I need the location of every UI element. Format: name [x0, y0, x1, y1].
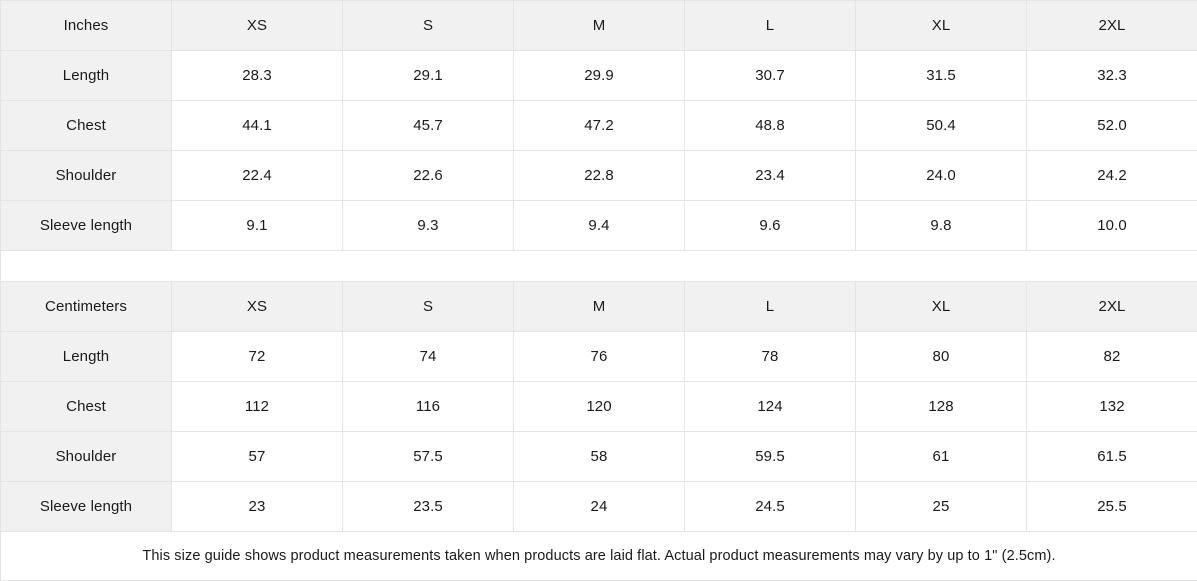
table-row: Sleeve length 9.1 9.3 9.4 9.6 9.8 10.0 — [1, 201, 1197, 251]
centimeters-header-row: Centimeters XS S M L XL 2XL — [1, 282, 1197, 332]
cell-sleeve-length-2xl-inches: 10.0 — [1027, 201, 1197, 251]
cell-length-2xl-cm: 82 — [1027, 332, 1197, 382]
centimeters-size-header-xs: XS — [172, 282, 343, 332]
cell-shoulder-2xl-inches: 24.2 — [1027, 151, 1197, 201]
cell-chest-xl-inches: 50.4 — [856, 101, 1027, 151]
table-row: Length 72 74 76 78 80 82 — [1, 332, 1197, 382]
table-spacer-cell — [1, 251, 1197, 282]
row-label-length-inches: Length — [1, 51, 172, 101]
table-row: Chest 112 116 120 124 128 132 — [1, 382, 1197, 432]
cell-sleeve-length-s-cm: 23.5 — [343, 482, 514, 532]
row-label-sleeve-length-inches: Sleeve length — [1, 201, 172, 251]
cell-shoulder-xs-inches: 22.4 — [172, 151, 343, 201]
cell-chest-xs-cm: 112 — [172, 382, 343, 432]
cell-sleeve-length-xs-inches: 9.1 — [172, 201, 343, 251]
table-spacer-row — [1, 251, 1197, 282]
cell-chest-xs-inches: 44.1 — [172, 101, 343, 151]
cell-shoulder-l-cm: 59.5 — [685, 432, 856, 482]
row-label-shoulder-cm: Shoulder — [1, 432, 172, 482]
cell-sleeve-length-m-inches: 9.4 — [514, 201, 685, 251]
cell-sleeve-length-xl-inches: 9.8 — [856, 201, 1027, 251]
cell-sleeve-length-xl-cm: 25 — [856, 482, 1027, 532]
inches-header-row: Inches XS S M L XL 2XL — [1, 1, 1197, 51]
centimeters-unit-label: Centimeters — [1, 282, 172, 332]
cell-length-m-inches: 29.9 — [514, 51, 685, 101]
row-label-length-cm: Length — [1, 332, 172, 382]
centimeters-size-header-xl: XL — [856, 282, 1027, 332]
cell-shoulder-m-inches: 22.8 — [514, 151, 685, 201]
row-label-chest-cm: Chest — [1, 382, 172, 432]
cell-length-l-cm: 78 — [685, 332, 856, 382]
cell-length-s-inches: 29.1 — [343, 51, 514, 101]
row-label-shoulder-inches: Shoulder — [1, 151, 172, 201]
cell-shoulder-xl-inches: 24.0 — [856, 151, 1027, 201]
cell-length-s-cm: 74 — [343, 332, 514, 382]
cell-chest-2xl-inches: 52.0 — [1027, 101, 1197, 151]
inches-size-header-2xl: 2XL — [1027, 1, 1197, 51]
cell-chest-xl-cm: 128 — [856, 382, 1027, 432]
cell-length-xl-inches: 31.5 — [856, 51, 1027, 101]
cell-shoulder-xs-cm: 57 — [172, 432, 343, 482]
table-row: Chest 44.1 45.7 47.2 48.8 50.4 52.0 — [1, 101, 1197, 151]
centimeters-size-header-s: S — [343, 282, 514, 332]
table-row: Length 28.3 29.1 29.9 30.7 31.5 32.3 — [1, 51, 1197, 101]
centimeters-size-header-l: L — [685, 282, 856, 332]
inches-size-header-s: S — [343, 1, 514, 51]
cell-sleeve-length-l-cm: 24.5 — [685, 482, 856, 532]
cell-length-2xl-inches: 32.3 — [1027, 51, 1197, 101]
inches-size-header-xs: XS — [172, 1, 343, 51]
cell-shoulder-2xl-cm: 61.5 — [1027, 432, 1197, 482]
size-guide-footer-row: This size guide shows product measuremen… — [1, 532, 1197, 581]
inches-size-header-l: L — [685, 1, 856, 51]
cell-shoulder-xl-cm: 61 — [856, 432, 1027, 482]
table-row: Shoulder 57 57.5 58 59.5 61 61.5 — [1, 432, 1197, 482]
cell-length-l-inches: 30.7 — [685, 51, 856, 101]
cell-chest-l-inches: 48.8 — [685, 101, 856, 151]
cell-sleeve-length-l-inches: 9.6 — [685, 201, 856, 251]
cell-sleeve-length-m-cm: 24 — [514, 482, 685, 532]
cell-chest-2xl-cm: 132 — [1027, 382, 1197, 432]
inches-unit-label: Inches — [1, 1, 172, 51]
inches-size-header-m: M — [514, 1, 685, 51]
table-row: Sleeve length 23 23.5 24 24.5 25 25.5 — [1, 482, 1197, 532]
cell-chest-s-cm: 116 — [343, 382, 514, 432]
row-label-chest-inches: Chest — [1, 101, 172, 151]
cell-chest-m-cm: 120 — [514, 382, 685, 432]
cell-sleeve-length-xs-cm: 23 — [172, 482, 343, 532]
cell-length-xs-inches: 28.3 — [172, 51, 343, 101]
centimeters-size-header-m: M — [514, 282, 685, 332]
cell-length-m-cm: 76 — [514, 332, 685, 382]
centimeters-size-header-2xl: 2XL — [1027, 282, 1197, 332]
cell-length-xs-cm: 72 — [172, 332, 343, 382]
cell-chest-l-cm: 124 — [685, 382, 856, 432]
row-label-sleeve-length-cm: Sleeve length — [1, 482, 172, 532]
cell-sleeve-length-s-inches: 9.3 — [343, 201, 514, 251]
cell-shoulder-l-inches: 23.4 — [685, 151, 856, 201]
cell-shoulder-s-inches: 22.6 — [343, 151, 514, 201]
table-row: Shoulder 22.4 22.6 22.8 23.4 24.0 24.2 — [1, 151, 1197, 201]
cell-shoulder-m-cm: 58 — [514, 432, 685, 482]
cell-length-xl-cm: 80 — [856, 332, 1027, 382]
cell-shoulder-s-cm: 57.5 — [343, 432, 514, 482]
cell-chest-m-inches: 47.2 — [514, 101, 685, 151]
cell-sleeve-length-2xl-cm: 25.5 — [1027, 482, 1197, 532]
inches-size-header-xl: XL — [856, 1, 1027, 51]
cell-chest-s-inches: 45.7 — [343, 101, 514, 151]
size-guide-footer-note: This size guide shows product measuremen… — [1, 532, 1197, 581]
